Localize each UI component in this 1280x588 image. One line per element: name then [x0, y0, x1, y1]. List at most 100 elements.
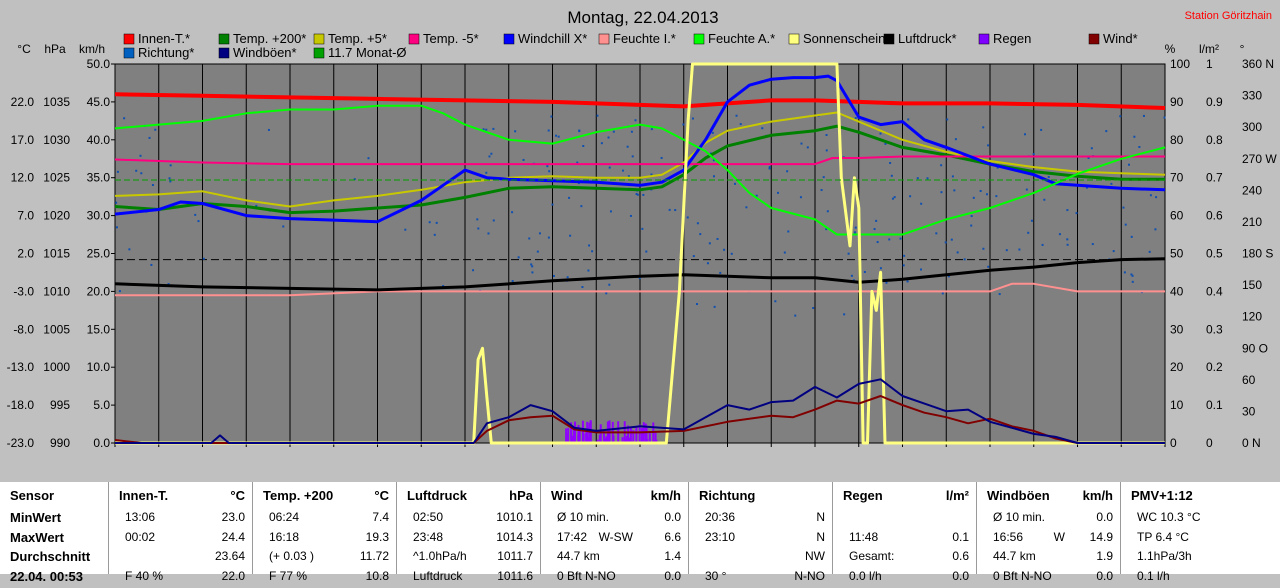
- cell-value: 0.0: [952, 568, 969, 583]
- hpa-tick-label: 1005: [43, 322, 70, 336]
- direction-dot: [739, 123, 742, 126]
- chart-legend: Innen-T.* Temp. +200* Temp. +5* Temp. -5* Wi…: [123, 31, 1138, 60]
- direction-dot: [587, 269, 590, 272]
- column-title: Innen-T.: [119, 488, 169, 503]
- direction-dot: [951, 175, 954, 178]
- direction-dot: [873, 228, 876, 231]
- degree-tick-label: 300: [1242, 120, 1262, 134]
- cell-value: 6.6: [664, 529, 681, 544]
- direction-dot: [768, 167, 771, 170]
- series-line: [115, 282, 1165, 297]
- legend-label: Regen: [993, 31, 1031, 46]
- direction-dot: [956, 251, 959, 254]
- x-tick-label: 00:00: [100, 451, 130, 453]
- table-column: Luftdruck hPa 02:50 1010.1 23:48 1014.3 ^1.0hP…: [396, 482, 541, 583]
- direction-dot: [1087, 156, 1090, 159]
- direction-dot: [982, 126, 985, 129]
- legend-swatch: [123, 33, 135, 45]
- direction-dot: [476, 218, 479, 221]
- x-tick-label: 10:00: [537, 451, 567, 453]
- table-cell: WC 10.3 °C: [1127, 510, 1273, 529]
- direction-dot: [940, 164, 943, 167]
- direction-dot: [600, 142, 603, 145]
- direction-dot: [711, 131, 714, 134]
- direction-dot: [1155, 196, 1158, 199]
- legend-swatch: [503, 33, 515, 45]
- x-tick-label: 22:00: [1062, 451, 1092, 453]
- x-tick-label: 17:00: [844, 451, 874, 453]
- lm2-tick-label: 0.8: [1206, 133, 1223, 147]
- cell-label: 0.1 l/h: [1137, 568, 1170, 583]
- cell-label: 22.04. 00:53: [10, 568, 84, 584]
- table-cell: 20:36 N: [695, 510, 825, 529]
- direction-dot: [786, 170, 789, 173]
- table-cell: F 40 % 22.0: [115, 569, 245, 588]
- direction-dot: [708, 242, 711, 245]
- table-cell: 0.1 l/h: [1127, 569, 1273, 588]
- table-column: Sensor MinWert MaxWert Durchschnitt 22.04. 0…: [0, 482, 108, 584]
- degree-tick-label: 330: [1242, 89, 1262, 103]
- direction-dot: [629, 214, 632, 217]
- unit-celsius: °C: [17, 42, 31, 56]
- cell-label: 02:50: [413, 510, 444, 524]
- direction-dot: [998, 293, 1001, 296]
- direction-dot: [442, 284, 445, 287]
- direction-dot: [1110, 182, 1113, 185]
- direction-dot: [116, 170, 119, 173]
- column-unit: hPa: [509, 488, 533, 503]
- table-cell: ^1.0hPa/h 1011.7: [403, 549, 533, 568]
- direction-dot: [267, 128, 270, 131]
- direction-dot: [528, 237, 531, 240]
- column-header: PMV+1:12: [1127, 488, 1273, 507]
- direction-dot: [682, 123, 685, 126]
- table-cell: 23:48 1014.3: [403, 530, 533, 549]
- column-header: Sensor: [6, 488, 100, 507]
- table-cell: Gesamt: 0.6: [839, 549, 969, 568]
- kmh-tick-label: 0.0: [93, 436, 110, 450]
- direction-dot: [847, 252, 850, 255]
- direction-dot: [546, 165, 549, 168]
- cell-value: 1010.1: [496, 510, 533, 524]
- column-header: Temp. +200 °C: [259, 488, 389, 507]
- cell-label: 44.7 km: [993, 549, 1036, 563]
- direction-dot: [761, 127, 764, 130]
- lm2-tick-label: 0.4: [1206, 284, 1223, 298]
- percent-tick-label: 50: [1170, 247, 1184, 261]
- cell-value: 0.0: [664, 568, 681, 583]
- direction-dot: [115, 201, 118, 204]
- degree-tick-label: 360 N: [1242, 57, 1274, 71]
- cell-value: 1014.3: [496, 529, 533, 544]
- direction-dot: [1130, 273, 1133, 276]
- hpa-tick-label: 1030: [43, 133, 70, 147]
- direction-dot: [115, 226, 118, 229]
- direction-dot: [576, 161, 579, 164]
- hpa-tick-label: 1010: [43, 284, 70, 298]
- kmh-tick-label: 40.0: [87, 133, 111, 147]
- column-title: Regen: [843, 488, 883, 503]
- direction-dot: [863, 270, 866, 273]
- direction-dot: [1075, 212, 1078, 215]
- table-cell: 0.0 l/h 0.0: [839, 569, 969, 588]
- legend-swatch: [313, 33, 325, 45]
- direction-dot: [531, 271, 534, 274]
- direction-dot: [755, 194, 758, 197]
- direction-dot: [777, 191, 780, 194]
- legend-label: Temp. +200*: [233, 31, 306, 46]
- direction-dot: [1163, 116, 1166, 119]
- table-column: Temp. +200 °C 06:24 7.4 16:18 19.3 (+ 0.03 ) 11…: [252, 482, 397, 583]
- direction-dot: [963, 258, 966, 261]
- direction-dot: [745, 206, 748, 209]
- direction-dot: [547, 236, 550, 239]
- direction-dot: [712, 159, 715, 162]
- table-cell: Ø 10 min. 0.0: [547, 510, 681, 529]
- direction-dot: [151, 184, 154, 187]
- direction-dot: [953, 189, 956, 192]
- legend-label: Windchill X*: [518, 31, 587, 46]
- legend-label: Wind*: [1103, 31, 1138, 46]
- legend-label: Temp. -5*: [423, 31, 479, 46]
- x-tick-label: 23:00: [1106, 451, 1136, 453]
- direction-dot: [150, 263, 153, 266]
- hpa-tick-label: 1035: [43, 95, 70, 109]
- x-tick-label: 01:00: [144, 451, 174, 453]
- series-line: [114, 155, 1165, 166]
